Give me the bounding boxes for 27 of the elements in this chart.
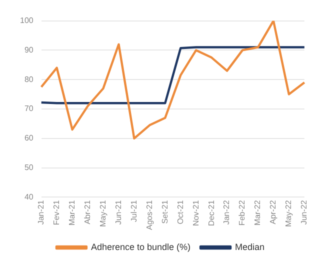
x-tick-label: Mar-22 <box>253 200 262 226</box>
y-tick-label: 90 <box>24 45 34 54</box>
y-tick-label: 80 <box>24 74 34 84</box>
y-tick-label: 100 <box>20 16 34 26</box>
x-tick-label: Jun-21 <box>114 200 123 225</box>
x-tick-label: Jan-22 <box>222 200 232 225</box>
x-tick-label: Abr-21 <box>82 200 92 224</box>
legend-label: Adherence to bundle (%) <box>90 242 191 252</box>
x-tick-label: Agos-21 <box>144 200 154 230</box>
x-tick-label: Jun-22 <box>300 200 309 225</box>
x-tick-label: Nov-21 <box>191 200 200 226</box>
x-tick-label: Feb-22 <box>238 200 247 226</box>
y-tick-label: 40 <box>24 192 34 202</box>
x-tick-label: Mar-21 <box>68 200 76 226</box>
x-tick-label: May-22 <box>284 200 294 227</box>
x-tick-label: Jan-21 <box>36 200 46 225</box>
x-tick-label: Dec-21 <box>206 200 216 226</box>
y-tick-label: 50 <box>24 163 34 172</box>
y-tick-label: 60 <box>24 134 34 143</box>
x-tick-label: Oct-21 <box>176 200 185 224</box>
x-tick-label: Fev-21 <box>52 200 62 226</box>
y-tick-label: 70 <box>24 104 34 114</box>
legend-label: Median <box>235 242 265 252</box>
x-tick-label: Set-21 <box>160 200 170 224</box>
x-tick-label: May-21 <box>98 200 108 227</box>
x-tick-label: Apr-22 <box>268 200 278 224</box>
x-tick-label: Jul-21 <box>129 200 138 222</box>
